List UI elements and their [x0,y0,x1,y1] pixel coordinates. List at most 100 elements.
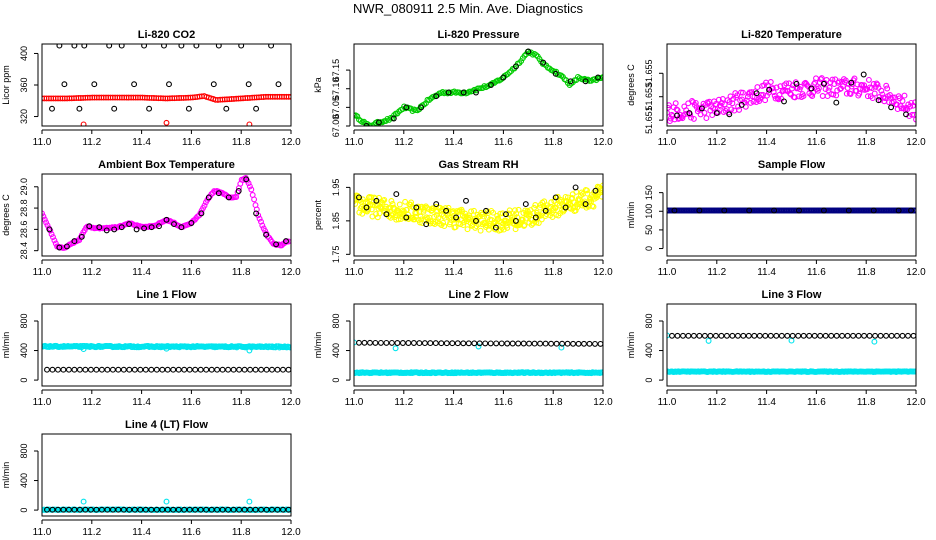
data-point [438,340,445,347]
x-tick-label: 12.0 [281,267,301,278]
data-point [452,224,459,231]
x-tick-label: 11.4 [757,397,776,408]
data-point [247,366,254,373]
data-point [463,197,469,204]
data-point [56,44,63,49]
y-tick-label: 51.655 [644,60,654,88]
data-point [126,506,133,513]
data-point [912,99,916,106]
series-2 [674,71,909,119]
data-point [416,340,423,347]
x-tick-label: 11.8 [232,397,251,408]
data-point [394,340,401,346]
data-point [667,102,672,109]
x-tick-label: 12.0 [906,397,926,408]
data-point [440,219,447,226]
series-2 [80,119,253,126]
y-axis-label: Licor ppm [1,65,11,105]
data-point [78,233,85,240]
x-tick-label: 11.4 [444,397,463,408]
chart-title: Line 1 Flow [137,289,197,301]
data-point [503,222,510,229]
data-point [506,210,513,217]
y-axis: 0 400 800 [644,313,664,383]
data-point [192,506,199,513]
data-point [422,203,429,210]
data-point [595,74,601,81]
data-point [256,215,263,222]
data-point [71,238,78,245]
data-point [253,105,260,112]
data-point [894,332,900,339]
data-point [403,104,410,111]
plot-frame [353,303,604,387]
y-axis-label: ml/min [313,332,323,359]
data-point [883,82,890,89]
data-point [283,238,289,245]
data-point [236,506,243,513]
data-point [572,184,579,191]
series-1 [42,175,291,251]
data-point [443,340,450,347]
data-point [480,210,486,217]
series-3 [356,339,603,347]
data-point [575,340,582,347]
data-point [131,506,138,513]
data-point [208,366,215,373]
chart-6: Sample Flow ml/min 11.0 11.2 11.4 11.6 11.8 12.… [626,159,926,278]
y-tick-label: 67.15 [331,59,341,82]
x-axis: 11.0 11.2 11.4 11.6 11.8 12.0 [345,259,613,278]
x-tick-label: 11.4 [444,267,463,278]
data-point [185,105,192,112]
data-point [721,101,728,108]
data-point [721,207,728,214]
data-point [388,198,395,204]
x-tick-label: 11.4 [132,137,151,148]
data-point [512,63,519,70]
data-point [245,81,252,88]
data-point [483,207,489,214]
data-point [894,106,901,113]
chart-title: Ambient Box Temperature [98,159,235,171]
x-tick-label: 11.4 [757,267,776,278]
data-point [843,90,850,97]
x-tick-label: 11.4 [757,137,776,148]
data-points [667,207,916,214]
data-point [120,506,127,513]
series-2 [356,184,599,231]
x-axis: 11.0 11.2 11.4 11.6 11.8 12.0 [658,259,926,278]
data-point [521,222,528,228]
data-point [163,498,170,505]
y-tick-label: 800 [331,313,341,328]
data-point [538,216,545,223]
data-point [672,100,679,107]
data-point [870,207,877,214]
chart-2: Li-820 Pressure kPa 11.0 11.2 11.4 11.6 11.8 12… [313,29,613,148]
data-point [413,204,420,211]
data-point [747,99,754,106]
series-1 [667,75,916,125]
series-1 [354,369,603,377]
data-point [104,506,111,513]
data-point [166,81,172,88]
data-point [888,104,895,111]
data-point [526,211,533,218]
data-point [905,332,911,339]
y-tick-label: 320 [19,109,29,124]
data-point [170,366,177,373]
data-point [215,44,222,49]
y-tick-label: 0 [644,378,654,383]
data-point [460,89,467,96]
data-point [833,99,840,106]
y-tick-label: 360 [19,77,29,92]
y-tick-label: 0 [644,246,654,251]
data-point [541,198,548,205]
data-point [734,332,741,339]
series-2 [46,176,289,251]
data-point [726,99,733,105]
data-point [63,243,70,250]
data-point [405,340,412,346]
data-point [718,100,725,106]
